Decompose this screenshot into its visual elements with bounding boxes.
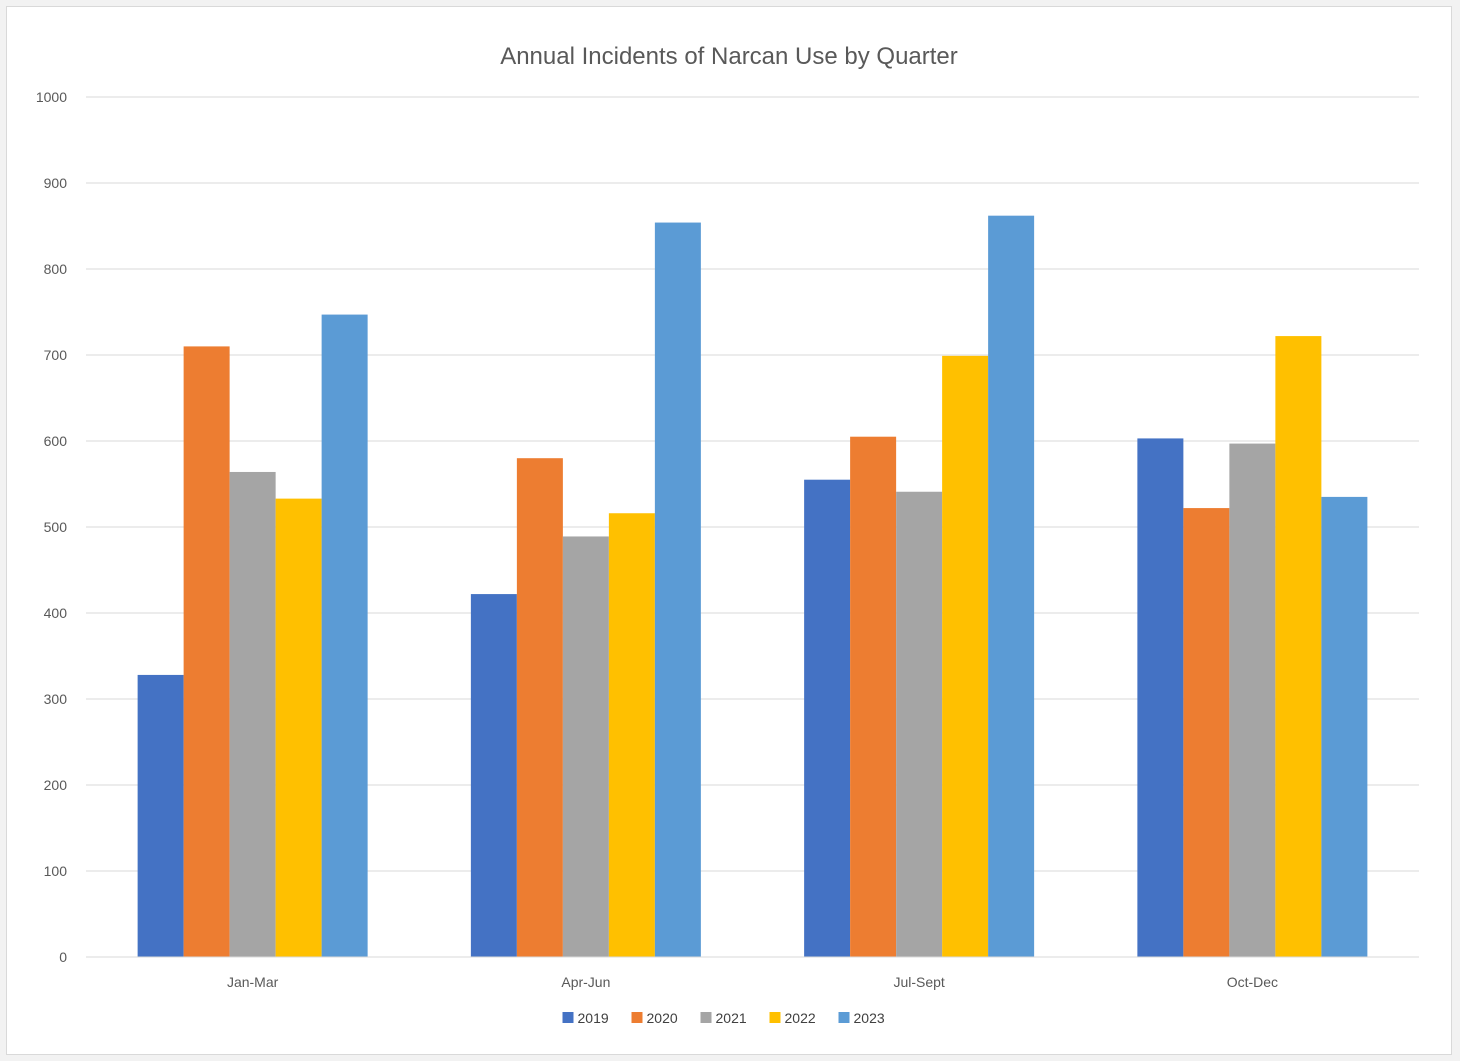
bar-2019-jan-mar bbox=[137, 674, 184, 957]
legend-swatch bbox=[562, 1012, 574, 1023]
legend-swatch bbox=[631, 1012, 643, 1023]
bar-2020-apr-jun bbox=[516, 458, 563, 957]
legend-label: 2021 bbox=[716, 1010, 747, 1026]
bar-2023-jan-mar bbox=[321, 314, 368, 958]
y-tick-label: 400 bbox=[44, 605, 68, 621]
y-tick-label: 600 bbox=[44, 433, 68, 449]
legend-item-2021: 2021 bbox=[700, 1010, 747, 1026]
bar-2019-jul-sept bbox=[804, 479, 851, 957]
legend-label: 2023 bbox=[854, 1010, 885, 1026]
x-tick-label: Oct-Dec bbox=[1227, 974, 1278, 990]
y-tick-label: 700 bbox=[44, 347, 68, 363]
bar-2022-jul-sept bbox=[942, 355, 989, 957]
bar-2021-jul-sept bbox=[896, 491, 943, 957]
legend-label: 2019 bbox=[578, 1010, 609, 1026]
legend-swatch bbox=[838, 1012, 850, 1023]
bar-2020-oct-dec bbox=[1183, 508, 1230, 957]
bar-2020-jan-mar bbox=[183, 346, 230, 957]
x-tick-label: Jan-Mar bbox=[227, 974, 279, 990]
legend-swatch bbox=[700, 1012, 712, 1023]
y-tick-label: 200 bbox=[44, 777, 68, 793]
bar-2019-apr-jun bbox=[470, 594, 517, 957]
bar-2020-jul-sept bbox=[850, 436, 897, 957]
chart-frame: Annual Incidents of Narcan Use by Quarte… bbox=[6, 6, 1452, 1055]
bar-2021-jan-mar bbox=[229, 471, 276, 957]
legend-item-2023: 2023 bbox=[838, 1010, 885, 1026]
legend-label: 2022 bbox=[785, 1010, 816, 1026]
bars bbox=[137, 215, 1368, 958]
bar-2022-oct-dec bbox=[1275, 336, 1322, 958]
y-tick-label: 500 bbox=[44, 519, 68, 535]
bar-chart: Annual Incidents of Narcan Use by Quarte… bbox=[36, 43, 1419, 1026]
y-tick-label: 900 bbox=[44, 175, 68, 191]
y-tick-label: 800 bbox=[44, 261, 68, 277]
bar-2022-apr-jun bbox=[608, 513, 655, 957]
x-tick-label: Apr-Jun bbox=[561, 974, 610, 990]
bar-2023-apr-jun bbox=[654, 222, 701, 957]
bar-2019-oct-dec bbox=[1137, 438, 1184, 957]
y-tick-label: 0 bbox=[59, 949, 67, 965]
bar-2021-apr-jun bbox=[562, 536, 609, 957]
legend-swatch bbox=[769, 1012, 781, 1023]
legend: 2019 2020 2021 2022 2023 bbox=[562, 1010, 885, 1026]
legend-item-2022: 2022 bbox=[769, 1010, 816, 1026]
y-tick-label: 300 bbox=[44, 691, 68, 707]
bar-2021-oct-dec bbox=[1229, 443, 1276, 958]
bar-2023-jul-sept bbox=[988, 215, 1035, 957]
legend-label: 2020 bbox=[647, 1010, 678, 1026]
bar-2022-jan-mar bbox=[275, 498, 322, 957]
y-axis-ticks: 0 100 200 300 400 500 600 700 800 900 1000 bbox=[36, 89, 67, 965]
bar-2023-oct-dec bbox=[1321, 496, 1368, 957]
x-axis-ticks: Jan-Mar Apr-Jun Jul-Sept Oct-Dec bbox=[227, 974, 1278, 990]
x-tick-label: Jul-Sept bbox=[893, 974, 944, 990]
y-tick-label: 100 bbox=[44, 863, 68, 879]
legend-item-2019: 2019 bbox=[562, 1010, 609, 1026]
legend-item-2020: 2020 bbox=[631, 1010, 678, 1026]
chart-title: Annual Incidents of Narcan Use by Quarte… bbox=[500, 43, 958, 70]
y-tick-label: 1000 bbox=[36, 89, 67, 105]
